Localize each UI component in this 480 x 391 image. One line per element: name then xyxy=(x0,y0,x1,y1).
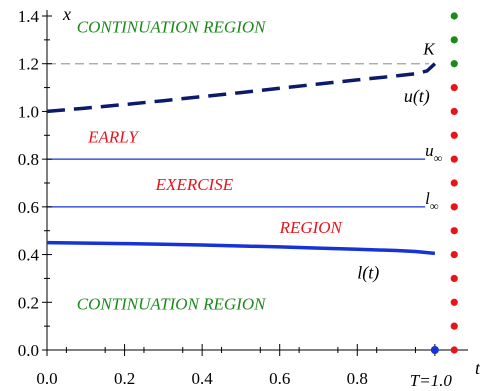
series-line-1 xyxy=(46,240,436,256)
x-tick-label: 0.2 xyxy=(114,369,135,388)
edge-dot xyxy=(450,179,458,187)
series-line-0 xyxy=(46,62,437,114)
y-tick-label: 0.0 xyxy=(18,341,39,360)
edge-dot xyxy=(450,131,458,139)
u-inf-subscript: ∞ xyxy=(434,151,443,165)
edge-dot xyxy=(450,107,458,116)
k-label: K xyxy=(422,40,436,59)
series-layer: u(t) l(t) xyxy=(46,62,437,283)
edge-dot xyxy=(450,12,458,20)
edge-dot xyxy=(450,274,458,283)
edge-dot xyxy=(450,346,458,354)
annotations-layer: CONTINUATION REGION EARLY EXERCISE REGION CO… xyxy=(77,18,344,314)
y-tick-label: 1.4 xyxy=(18,7,40,26)
region-annotation: CONTINUATION REGION xyxy=(77,294,267,313)
region-annotation: CONTINUATION REGION xyxy=(77,18,267,37)
edge-dot xyxy=(450,36,458,44)
region-annotation: EARLY xyxy=(87,127,139,146)
edge-dot xyxy=(450,83,458,92)
reference-lines-layer: Ku∞ l∞ xyxy=(47,40,443,213)
edge-dot xyxy=(450,227,458,235)
y-tick-label: 0.6 xyxy=(18,198,39,217)
y-tick-label: 1.2 xyxy=(18,55,39,74)
terminal-point xyxy=(430,346,439,354)
edge-dot xyxy=(450,203,458,211)
edge-dot xyxy=(450,155,458,163)
x-tick-label: 0.0 xyxy=(36,369,57,388)
x-tick-label: 0.6 xyxy=(269,369,290,388)
edge-dot xyxy=(450,322,458,330)
x-axis-label: t xyxy=(475,358,480,378)
region-annotation: EXERCISE xyxy=(155,175,234,194)
x-tick-label: 0.8 xyxy=(347,369,368,388)
y-tick-label: 0.4 xyxy=(18,246,40,265)
edge-dot xyxy=(450,250,458,259)
edge-dot xyxy=(450,298,458,306)
edge-dot xyxy=(450,60,458,68)
u-inf-label: u∞ xyxy=(425,141,443,165)
dots-layer xyxy=(430,12,458,354)
axes-layer: 0.0 0.2 0.4 0.6 0.8 T=1.0 0.0 0.2 0.4 0.6 0.8 1.0 1.… xyxy=(18,4,480,390)
l-inf-subscript: ∞ xyxy=(430,199,439,213)
terminal-time-label: T=1.0 xyxy=(410,371,453,390)
x-tick-label: 0.4 xyxy=(192,369,214,388)
y-axis-label: x xyxy=(62,4,71,24)
l-inf-label: l∞ xyxy=(425,189,439,213)
y-tick-label: 0.8 xyxy=(18,150,39,169)
region-annotation: REGION xyxy=(279,218,344,237)
series-label-u: u(t) xyxy=(404,86,430,107)
y-tick-label: 1.0 xyxy=(18,102,39,121)
series-label-l: l(t) xyxy=(357,262,379,283)
y-tick-label: 0.2 xyxy=(18,293,39,312)
